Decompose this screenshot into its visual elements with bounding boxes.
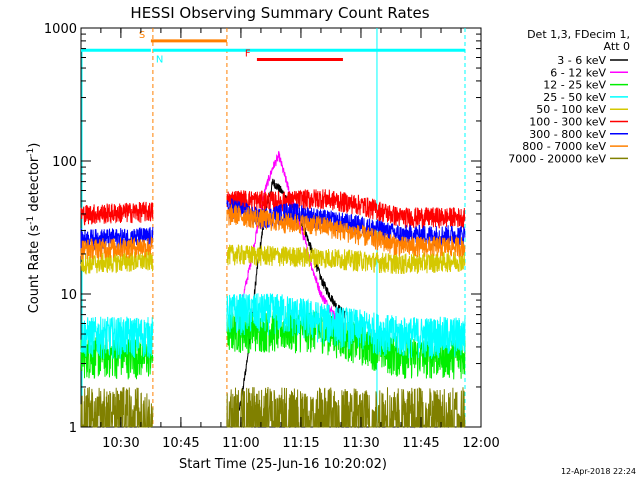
- x-axis-label: Start Time (25-Jun-16 10:20:02): [179, 457, 387, 472]
- x-tick-label: 11:15: [282, 436, 319, 451]
- x-tick-label: 10:45: [162, 436, 199, 451]
- legend-entry-label: 6 - 12 keV: [550, 66, 606, 79]
- series-800-7000kev-line: [80, 203, 466, 260]
- x-tick-label: 10:30: [102, 436, 139, 451]
- series-50-100kev-line: [80, 244, 466, 275]
- y-label-exp1: -1: [26, 216, 36, 225]
- x-tick-label: 11:30: [342, 436, 379, 451]
- y-tick-label: 100: [52, 155, 77, 170]
- x-tick-label: 11:45: [402, 436, 439, 451]
- y-axis-ticks: 1 10 100 1000: [44, 22, 481, 436]
- y-axis-label: Count Rate (s-1 detector-1): [26, 143, 42, 314]
- legend-entry-label: 3 - 6 keV: [557, 54, 606, 67]
- x-tick-label: 11:00: [222, 436, 259, 451]
- flag-label-n: N: [156, 54, 163, 65]
- y-label-detector: detector: [27, 156, 42, 216]
- y-tick-label: 1000: [44, 22, 77, 37]
- flag-label-s: S: [139, 30, 145, 41]
- y-tick-label: 1: [69, 421, 77, 436]
- legend-entry-label: 7000 - 20000 keV: [508, 152, 606, 165]
- legend-header-line1: Det 1,3, FDecim 1,: [527, 28, 630, 41]
- legend-entry-label: 12 - 25 keV: [543, 79, 606, 92]
- x-tick-label: 12:00: [462, 436, 499, 451]
- flag-layer: S N F: [81, 30, 465, 65]
- legend-header-line2: Att 0: [604, 40, 630, 53]
- y-label-close: ): [27, 143, 42, 148]
- legend-entry-label: 300 - 800 keV: [529, 128, 606, 141]
- y-label-count-rate: Count Rate (s: [27, 225, 42, 314]
- series-100-300kev-line: [80, 189, 466, 229]
- flag-label-f: F: [245, 48, 251, 59]
- legend-entry-label: 800 - 7000 keV: [522, 140, 606, 153]
- legend-entry-label: 25 - 50 keV: [543, 91, 606, 104]
- chart-title: HESSI Observing Summary Count Rates: [130, 4, 429, 22]
- series-25-50kev-line: [80, 293, 466, 359]
- series-layer: [80, 150, 466, 429]
- legend-entry-label: 100 - 300 keV: [529, 116, 606, 129]
- series-7000-20000kev-line: [80, 386, 466, 429]
- footer-date: 12-Apr-2018 22:24: [561, 467, 636, 476]
- y-tick-label: 10: [60, 288, 77, 303]
- y-label-exp2: -1: [26, 148, 36, 157]
- legend-entry-label: 50 - 100 keV: [536, 103, 606, 116]
- x-axis-ticks: 10:30 10:45 11:00 11:15 11:30 11:45 12:00: [100, 28, 500, 451]
